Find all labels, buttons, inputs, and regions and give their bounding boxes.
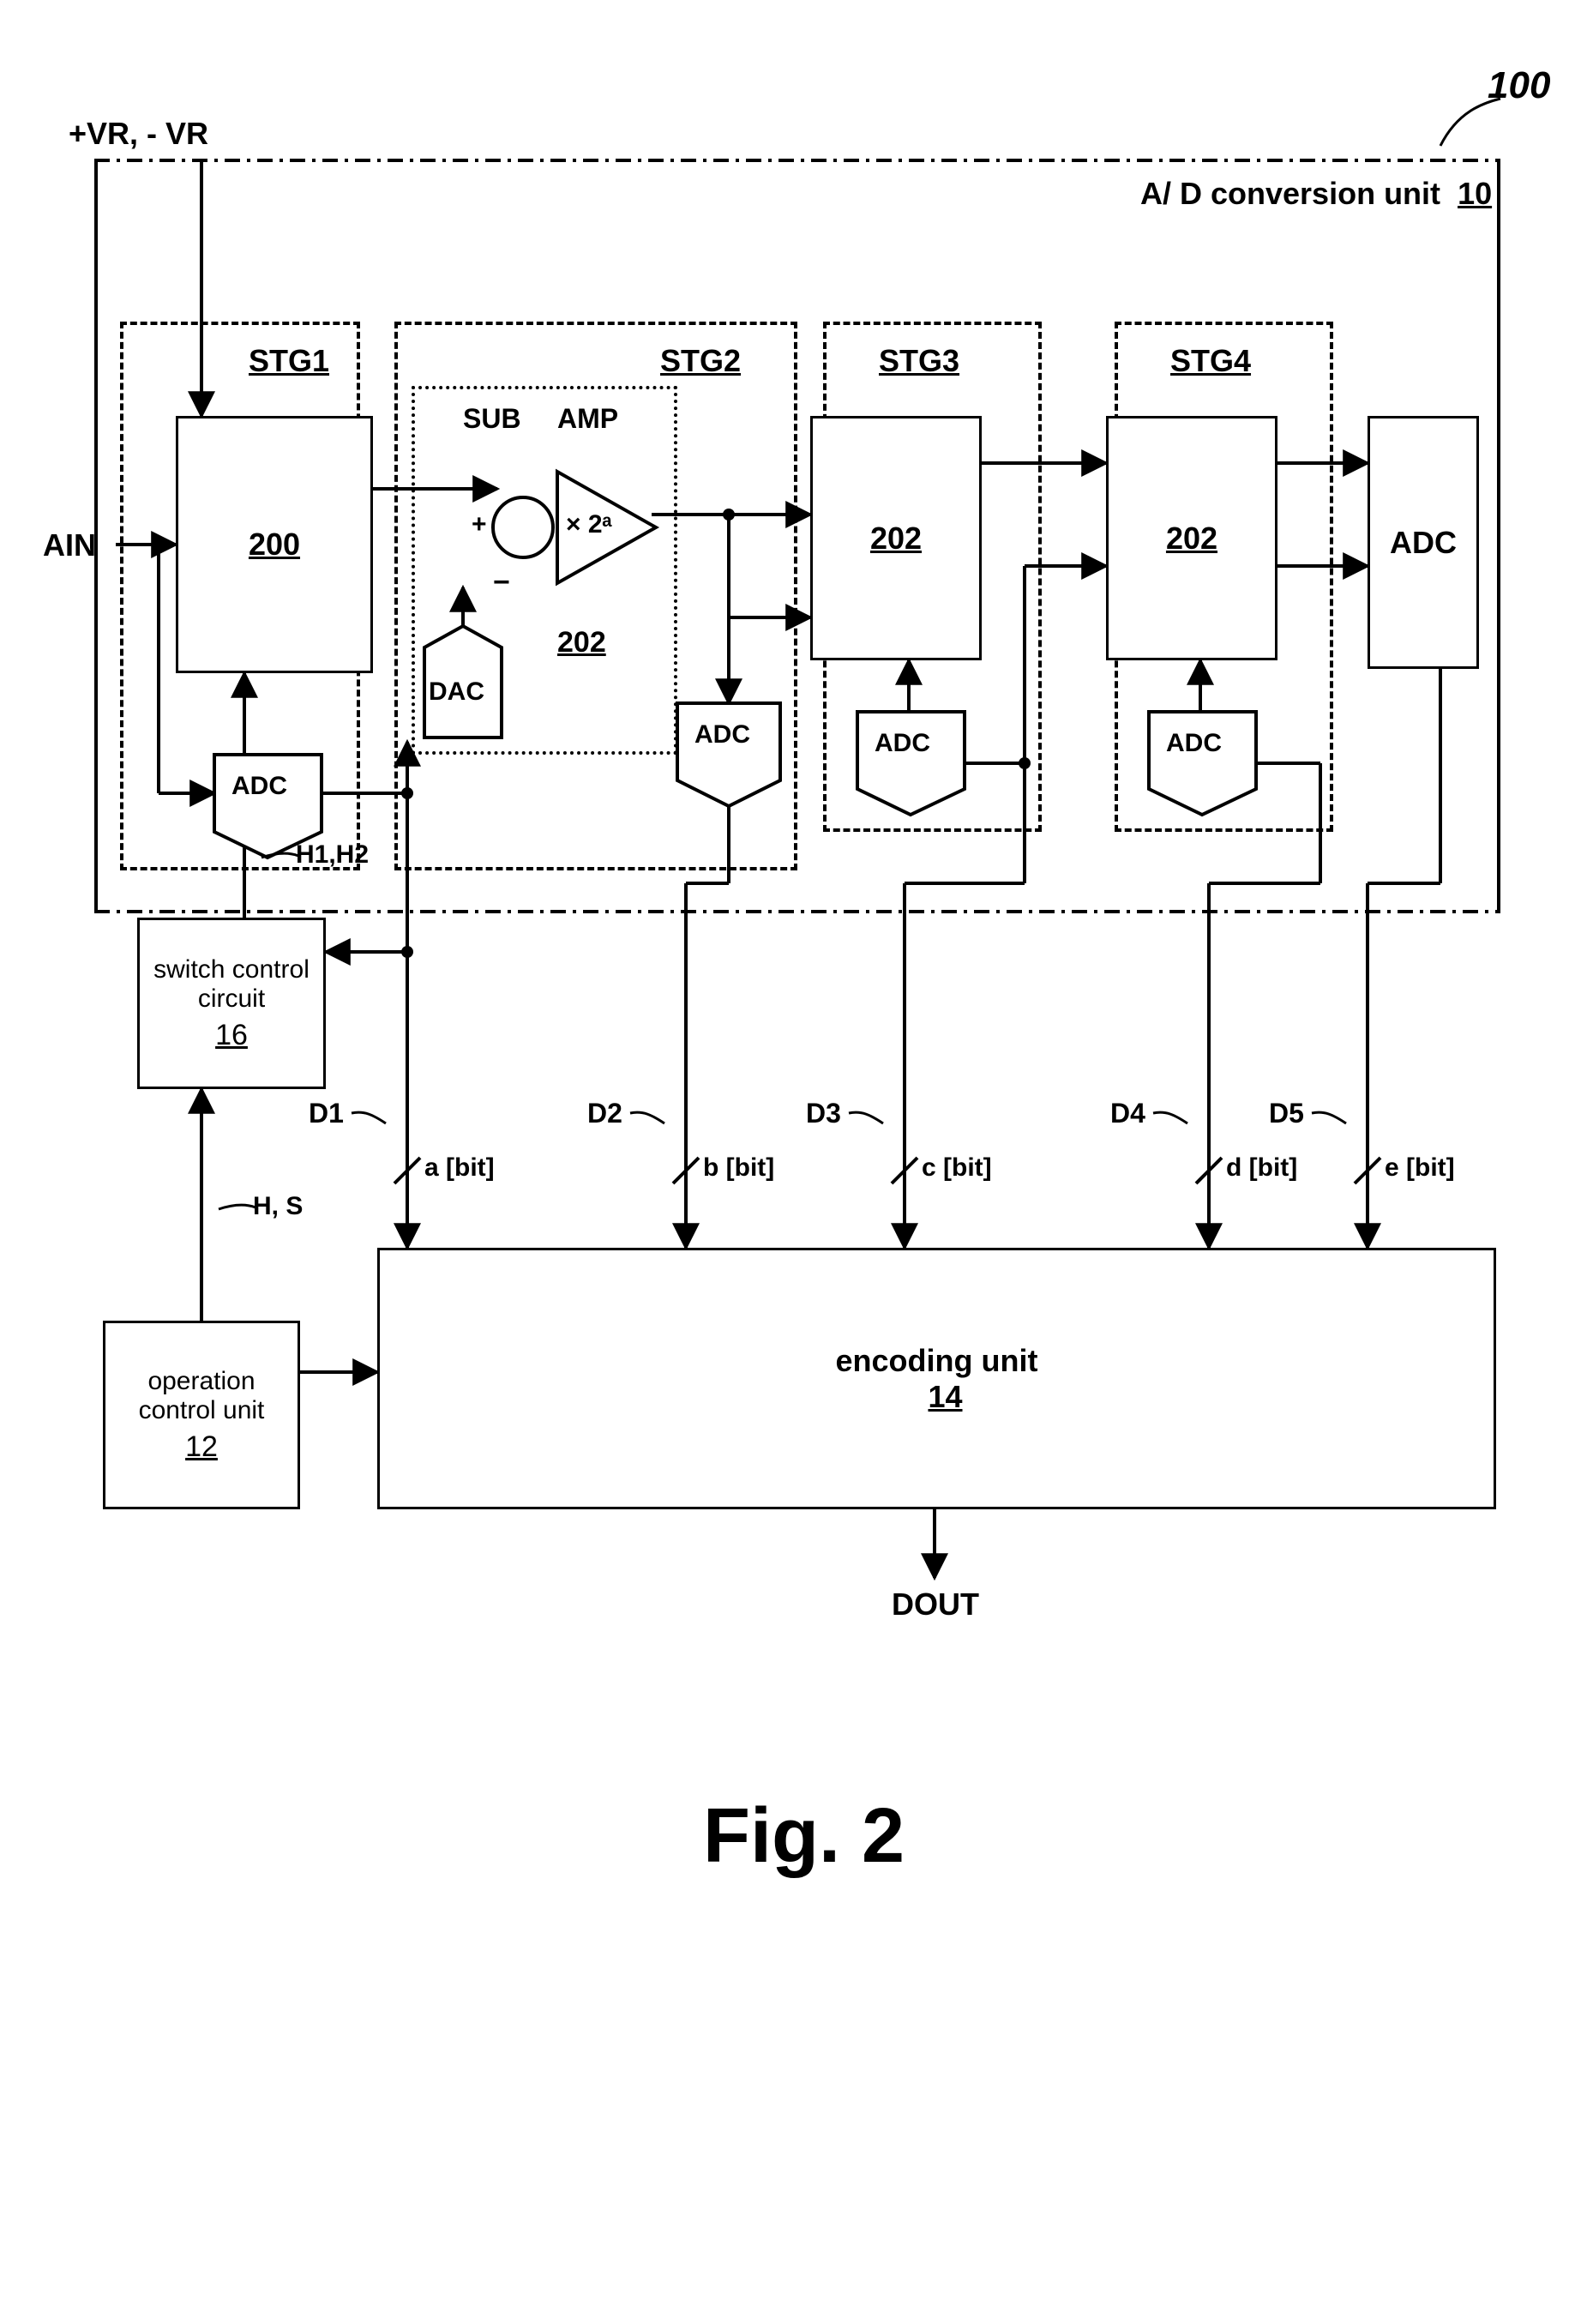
switch-control-label: switch control circuit [153, 955, 310, 1014]
diagram-canvas: 200 202 202 ADC switch control circuit 1… [34, 34, 1535, 2290]
h1h2-label: H1,H2 [296, 840, 369, 870]
stg4-label: STG4 [1170, 343, 1251, 379]
switch-control-num: 16 [215, 1019, 248, 1052]
ref-100: 100 [1488, 64, 1550, 107]
stg3-label: STG3 [879, 343, 959, 379]
figure-label: Fig. 2 [703, 1792, 905, 1881]
outer-title: A/ D conversion unit 10 [1140, 176, 1492, 212]
final-adc-block: ADC [1368, 416, 1479, 669]
op-control-num: 12 [185, 1430, 218, 1464]
block-stg3-202: 202 [810, 416, 982, 660]
sub-label: SUB [463, 403, 521, 435]
amp-label: AMP [557, 403, 618, 435]
stg1-adc-label: ADC [231, 772, 287, 801]
sub-minus: − [493, 566, 510, 599]
d1-bits: a [bit] [424, 1153, 495, 1183]
switch-control-block: switch control circuit 16 [137, 918, 326, 1089]
d4-label: D4 [1110, 1098, 1145, 1129]
stg2-label: STG2 [660, 343, 741, 379]
hs-label: H, S [253, 1192, 303, 1221]
d5-label: D5 [1269, 1098, 1304, 1129]
block-200-label: 200 [249, 527, 300, 563]
stg2-adc-label: ADC [694, 720, 750, 750]
dout-label: DOUT [892, 1586, 979, 1623]
final-adc-label: ADC [1390, 525, 1457, 561]
stg3-adc-label: ADC [875, 729, 930, 758]
encoding-num: 14 [928, 1379, 962, 1415]
d4-bits: d [bit] [1226, 1153, 1297, 1183]
op-control-block: operation control unit 12 [103, 1321, 300, 1509]
gain-label: × 2ᵃ [566, 510, 612, 539]
stg2-inner-num: 202 [557, 626, 606, 659]
op-control-label: operation control unit [139, 1367, 265, 1425]
d2-bits: b [bit] [703, 1153, 774, 1183]
encoding-block: encoding unit 14 [377, 1248, 1496, 1509]
block-200: 200 [176, 416, 373, 673]
stg4-202-label: 202 [1166, 521, 1217, 557]
ain-label: AIN [43, 527, 96, 563]
stg4-adc-label: ADC [1166, 729, 1222, 758]
stg1-label: STG1 [249, 343, 329, 379]
d3-bits: c [bit] [922, 1153, 992, 1183]
d3-label: D3 [806, 1098, 841, 1129]
block-stg4-202: 202 [1106, 416, 1277, 660]
encoding-label: encoding unit [836, 1343, 1038, 1379]
stg3-202-label: 202 [870, 521, 922, 557]
dac-label: DAC [429, 677, 484, 707]
vr-label: +VR, - VR [69, 116, 208, 152]
d2-label: D2 [587, 1098, 622, 1129]
d1-label: D1 [309, 1098, 344, 1129]
sub-plus: + [472, 510, 487, 539]
d5-bits: e [bit] [1385, 1153, 1455, 1183]
